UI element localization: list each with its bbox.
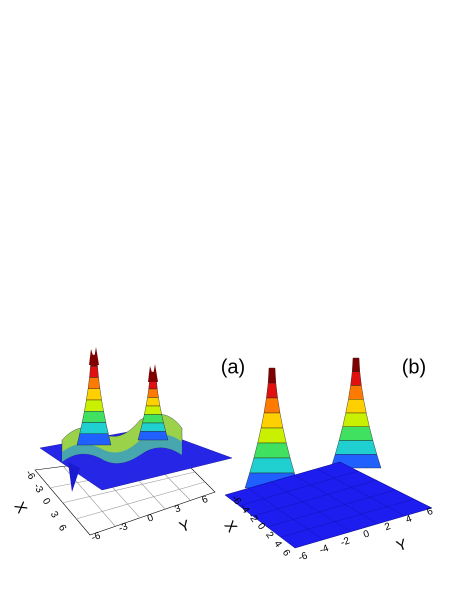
tick-label: 0 (146, 512, 155, 524)
tick-label: 6 (280, 548, 292, 559)
surface-band (334, 440, 378, 455)
surface-band (338, 426, 374, 441)
surface-band (76, 433, 112, 446)
tick-label: -3 (117, 521, 130, 535)
surface-band (142, 414, 164, 424)
tick-label: -6 (297, 550, 310, 564)
axis-title: Y (394, 536, 409, 555)
surface-dip (68, 462, 80, 492)
surface-band (345, 399, 367, 414)
surface-band (350, 371, 362, 386)
surface-band (86, 388, 102, 401)
surface-band (260, 412, 284, 429)
surface-band (253, 442, 291, 459)
surface-band (140, 422, 166, 432)
surface-band (89, 366, 99, 378)
tick-label: 0 (40, 496, 53, 507)
tick-label: 4 (404, 513, 413, 525)
tick-label: 3 (48, 510, 61, 521)
surface-spikes (148, 364, 158, 382)
tick-label: 0 (362, 528, 371, 540)
surface-band (257, 427, 287, 444)
surface-band (266, 382, 278, 399)
surface-band (144, 405, 162, 415)
surface-spikes (89, 347, 99, 365)
tick-label: -6 (90, 530, 103, 544)
tick-label: 2 (383, 521, 392, 533)
surface-band (342, 412, 370, 427)
surface-band (79, 422, 109, 434)
tick-label: 6 (201, 494, 210, 506)
tick-label: 0 (255, 521, 267, 532)
plane-mesh (238, 468, 415, 540)
tick-label: -3 (31, 482, 45, 496)
surface-band (249, 457, 295, 474)
tick-label: 6 (56, 523, 69, 534)
tick-label: 6 (426, 506, 435, 518)
panel-label: (b) (402, 356, 426, 378)
tick-label: -2 (339, 535, 352, 549)
surface-band (87, 377, 101, 389)
tick-label: 2 (263, 530, 275, 541)
surface-band (351, 357, 361, 372)
surface-band (84, 399, 104, 412)
tick-label: -6 (23, 468, 37, 482)
surface-band (147, 388, 159, 398)
axis-title: X (221, 518, 241, 536)
panel-label: (a) (221, 356, 245, 378)
axis-title: X (11, 499, 31, 516)
surface-ridge-low (62, 434, 182, 464)
axis-title: Y (177, 517, 192, 536)
tick-label: 4 (271, 539, 283, 550)
surface-band (81, 411, 107, 423)
surface-band (137, 431, 169, 441)
surface-band (348, 385, 364, 400)
surface-plane (224, 461, 433, 549)
tick-label: -4 (318, 543, 331, 557)
tick-label: 3 (173, 503, 182, 515)
surface-band (267, 367, 277, 384)
surface-band (145, 397, 161, 407)
surface-band (263, 397, 281, 414)
